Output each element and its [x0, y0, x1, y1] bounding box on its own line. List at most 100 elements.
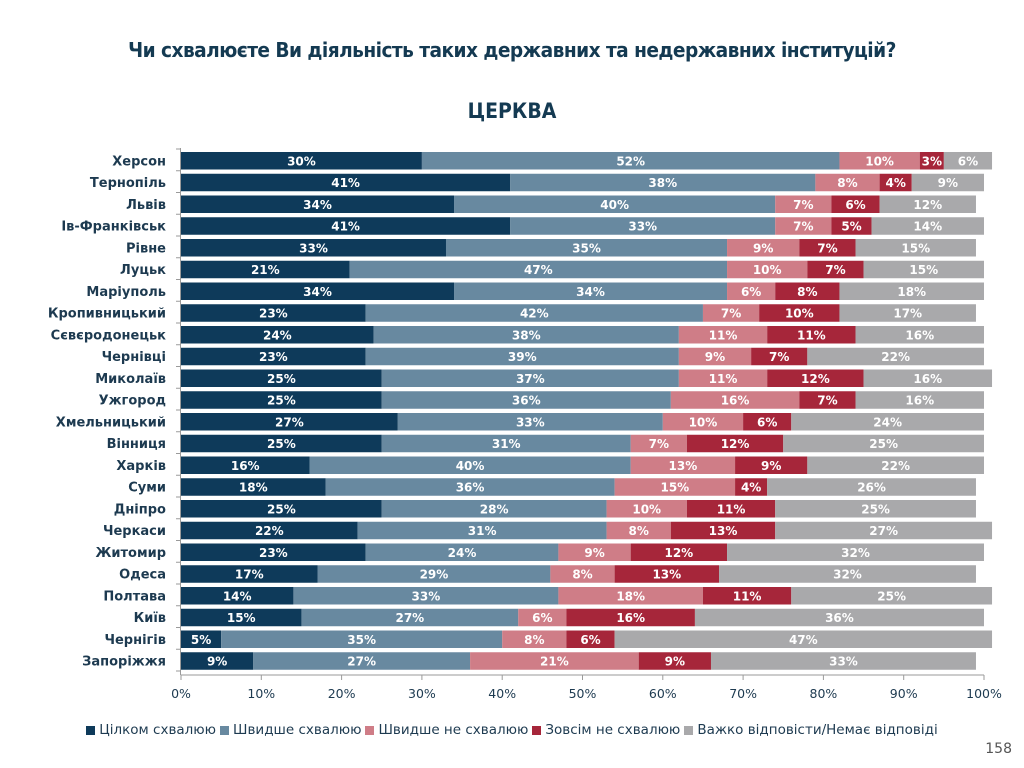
data-label: 23%: [259, 546, 288, 560]
bar-segment-5: [839, 304, 976, 322]
category-label: Одеса: [119, 568, 166, 583]
data-label: 23%: [259, 307, 288, 321]
bar-segment-1: [181, 347, 366, 366]
bar-segment-4: [686, 434, 784, 453]
data-label: 24%: [263, 328, 292, 342]
data-label: 29%: [420, 568, 449, 582]
category-label: Тернопіль: [90, 176, 166, 191]
x-tick-label: 10%: [247, 686, 275, 701]
data-label: 13%: [669, 459, 698, 473]
data-label: 9%: [207, 655, 227, 669]
data-label: 9%: [705, 350, 725, 364]
data-label: 25%: [267, 394, 296, 408]
data-label: 33%: [628, 220, 657, 234]
bar-segment-1: [181, 369, 382, 387]
bar-segment-1: [181, 152, 422, 170]
bar-segment-3: [727, 239, 800, 257]
data-label: 33%: [829, 655, 858, 669]
data-label: 47%: [789, 633, 818, 647]
data-label: 23%: [259, 350, 288, 364]
bar-segment-5: [791, 587, 993, 605]
bar-segment-4: [775, 282, 840, 300]
category-label: Львів: [126, 198, 166, 213]
data-label: 21%: [251, 263, 280, 277]
bar-segment-4: [831, 195, 880, 213]
data-label: 25%: [869, 437, 898, 451]
page-number: 158: [985, 741, 1012, 757]
data-label: 11%: [709, 372, 738, 386]
data-label: 12%: [801, 372, 830, 386]
data-label: 16%: [616, 611, 645, 625]
data-label: 42%: [520, 307, 549, 321]
bar-segment-2: [301, 608, 519, 627]
bar-segment-5: [839, 282, 984, 300]
bar-segment-4: [767, 369, 864, 387]
data-label: 25%: [861, 502, 890, 516]
bar-segment-5: [719, 565, 976, 583]
bar-segment-4: [686, 500, 776, 518]
category-label: Луцьк: [120, 263, 166, 278]
data-label: 27%: [275, 415, 304, 429]
page-title: Чи схвалюєте Ви діяльність таких державн…: [128, 38, 896, 62]
data-label: 3%: [922, 154, 942, 168]
stacked-bar-chart: Херсон 30% 52% 10% 3% 6%Тернопіль 41% 38% 8% 4% 9%…: [48, 148, 1002, 701]
bar-segment-2: [454, 282, 728, 300]
data-label: 21%: [540, 655, 569, 669]
bar-segment-4: [630, 543, 728, 561]
bar-segment-4: [566, 608, 695, 627]
bar-segment-2: [381, 500, 607, 518]
bar-segment-2: [454, 195, 776, 213]
data-label: 25%: [267, 437, 296, 451]
data-label: 35%: [347, 633, 376, 647]
data-label: 10%: [785, 307, 814, 321]
bar-segment-3: [630, 456, 736, 474]
bar-segment-4: [807, 260, 864, 279]
bar-segment-2: [445, 239, 728, 257]
bar-segment-4: [735, 478, 768, 496]
data-label: 41%: [331, 176, 360, 190]
category-label: Полтава: [103, 589, 166, 604]
data-label: 12%: [913, 198, 942, 212]
bar-segment-3: [662, 413, 744, 431]
data-label: 7%: [817, 394, 837, 408]
bar-segment-5: [879, 195, 976, 213]
category-label: Ів-Франківськ: [61, 220, 166, 235]
bar-segment-4: [743, 413, 792, 431]
x-tick-label: 50%: [569, 686, 597, 701]
bar-segment-3: [775, 217, 832, 235]
legend-item: Важко відповісти/Немає відповіді: [684, 722, 938, 738]
bar-segment-1: [181, 304, 366, 322]
x-tick-label: 0%: [171, 686, 191, 701]
bar-segment-4: [759, 304, 840, 322]
x-tick-label: 100%: [966, 686, 1002, 701]
bar-segment-2: [373, 326, 679, 344]
bar-segment-5: [614, 630, 993, 648]
data-label: 9%: [753, 241, 773, 255]
bar-segment-2: [349, 260, 728, 279]
bar-segment-3: [470, 652, 639, 670]
data-label: 11%: [797, 328, 826, 342]
data-label: 32%: [833, 568, 862, 582]
data-label: 33%: [412, 589, 441, 603]
category-label: Київ: [134, 611, 166, 626]
data-label: 9%: [761, 459, 781, 473]
data-label: 30%: [287, 154, 316, 168]
category-label: Хмельницький: [56, 415, 166, 430]
data-label: 31%: [468, 524, 497, 538]
data-label: 47%: [524, 263, 553, 277]
data-label: 41%: [331, 220, 360, 234]
data-label: 18%: [616, 589, 645, 603]
data-label: 5%: [841, 220, 861, 234]
bar-segment-1: [181, 326, 374, 344]
bar-segment-2: [510, 173, 816, 192]
data-label: 9%: [938, 176, 958, 190]
data-label: 39%: [508, 350, 537, 364]
category-label: Черкаси: [103, 524, 166, 539]
x-tick-label: 30%: [408, 686, 436, 701]
bar-segment-5: [855, 391, 984, 409]
bar-segment-2: [293, 587, 559, 605]
chart-title: ЦЕРКВА: [467, 99, 557, 123]
category-label: Харків: [116, 459, 166, 474]
bar-segment-1: [181, 260, 350, 279]
data-label: 24%: [873, 415, 902, 429]
